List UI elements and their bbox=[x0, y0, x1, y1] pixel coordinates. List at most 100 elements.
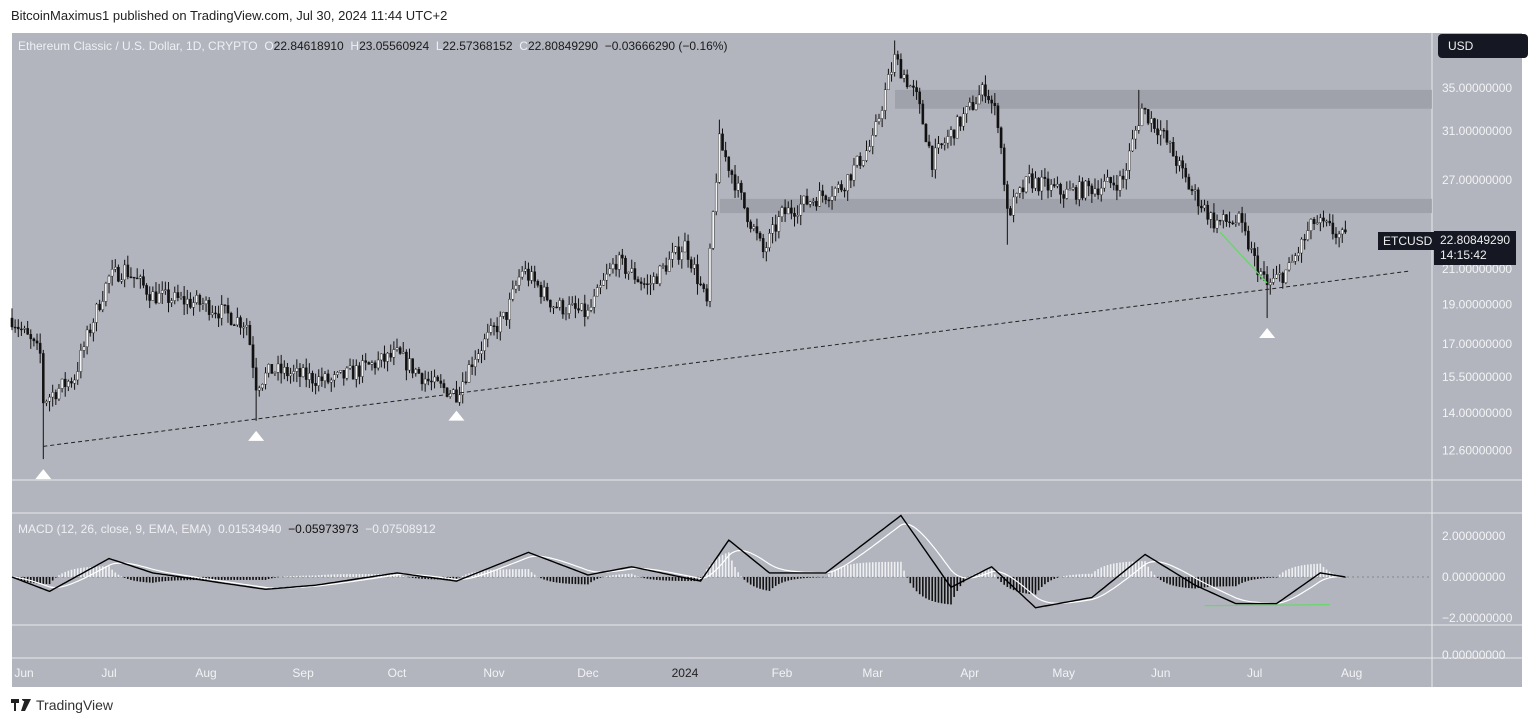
candle-body bbox=[837, 184, 840, 189]
candle-body bbox=[1121, 175, 1125, 180]
symbol-legend: Ethereum Classic / U.S. Dollar, 1D, CRYP… bbox=[18, 39, 727, 53]
candle-body bbox=[289, 373, 292, 377]
candle-body bbox=[652, 276, 655, 284]
candle-body bbox=[458, 394, 461, 403]
candle-body bbox=[968, 102, 972, 107]
candle-body bbox=[483, 338, 486, 351]
candle-body bbox=[905, 74, 909, 88]
candle-body bbox=[589, 307, 593, 311]
candle-body bbox=[505, 312, 508, 320]
candle-body bbox=[752, 226, 756, 229]
candle-body bbox=[308, 372, 311, 380]
candle-body bbox=[154, 291, 158, 304]
candle-body bbox=[1081, 181, 1084, 199]
candle-body bbox=[993, 102, 997, 106]
candle-body bbox=[1006, 184, 1009, 209]
candle-body bbox=[329, 379, 333, 383]
candle-body bbox=[411, 358, 414, 374]
candle-body bbox=[514, 285, 518, 290]
candle-body bbox=[10, 317, 14, 328]
candle-body bbox=[461, 381, 465, 396]
candle-body bbox=[552, 306, 555, 309]
candle-body bbox=[721, 133, 724, 151]
candle-body bbox=[51, 392, 54, 398]
candle-body bbox=[570, 303, 574, 305]
candle-body bbox=[668, 259, 671, 272]
candle-body bbox=[1043, 176, 1047, 179]
candle-body bbox=[686, 240, 690, 260]
candle-body bbox=[830, 196, 834, 201]
tradingview-logo[interactable]: TradingView bbox=[11, 697, 113, 713]
candle-body bbox=[1337, 233, 1341, 238]
candle-body bbox=[642, 283, 646, 285]
candle-body bbox=[999, 127, 1003, 149]
candle-body bbox=[758, 232, 762, 239]
price-tick-label: 14.00000000 bbox=[1442, 406, 1512, 420]
candle-body bbox=[811, 201, 815, 203]
last-price-tag: 22.80849290 14:15:42 bbox=[1434, 231, 1517, 265]
candle-body bbox=[1190, 189, 1194, 192]
candle-body bbox=[902, 74, 906, 79]
candle-body bbox=[1024, 176, 1028, 193]
candle-body bbox=[580, 303, 583, 311]
candle-body bbox=[921, 103, 925, 125]
candle-body bbox=[796, 215, 799, 217]
candle-body bbox=[671, 252, 674, 260]
candle-body bbox=[724, 150, 727, 158]
candle-body bbox=[1325, 220, 1328, 223]
time-tick-label: 2024 bbox=[672, 666, 699, 680]
candle-body bbox=[868, 146, 871, 151]
candle-body bbox=[527, 268, 530, 281]
candle-body bbox=[1237, 213, 1241, 224]
candle-body bbox=[793, 213, 796, 217]
low-value: 22.57368152 bbox=[442, 39, 513, 53]
candle-body bbox=[786, 207, 790, 215]
candle-body bbox=[627, 271, 630, 274]
candle-body bbox=[1087, 180, 1091, 187]
currency-button[interactable]: USD bbox=[1438, 34, 1528, 58]
candle-body bbox=[1015, 193, 1019, 198]
time-tick-label: Dec bbox=[577, 666, 598, 680]
candle-body bbox=[1206, 204, 1209, 220]
candle-body bbox=[545, 286, 549, 301]
candle-body bbox=[292, 371, 296, 375]
candle-body bbox=[398, 347, 402, 354]
candle-body bbox=[1165, 130, 1169, 143]
time-tick-label: Feb bbox=[772, 666, 793, 680]
candle-body bbox=[376, 359, 380, 369]
candle-body bbox=[818, 190, 821, 207]
candle-body bbox=[20, 328, 23, 331]
candle-body bbox=[270, 364, 274, 374]
candle-body bbox=[689, 259, 693, 269]
candle-body bbox=[1218, 219, 1222, 222]
candle-body bbox=[736, 182, 740, 191]
candle-body bbox=[696, 264, 699, 285]
candle-body bbox=[139, 276, 142, 279]
candle-body bbox=[502, 312, 505, 317]
candle-body bbox=[1287, 262, 1291, 271]
candle-body bbox=[912, 85, 915, 88]
candle-body bbox=[592, 295, 596, 308]
candle-body bbox=[586, 310, 590, 317]
candle-body bbox=[1128, 150, 1131, 171]
candle-body bbox=[48, 396, 51, 402]
candle-body bbox=[104, 283, 108, 302]
candle-body bbox=[940, 143, 943, 146]
macd-tick-label: 0.00000000 bbox=[1442, 570, 1506, 584]
candle-body bbox=[436, 376, 439, 382]
candle-body bbox=[711, 211, 715, 249]
candle-body bbox=[840, 184, 843, 191]
candle-body bbox=[267, 364, 270, 374]
candle-body bbox=[614, 263, 618, 270]
candle-body bbox=[1331, 222, 1335, 235]
candle-body bbox=[442, 383, 446, 389]
candle-body bbox=[226, 305, 230, 314]
candle-body bbox=[1309, 219, 1313, 231]
time-tick-label: Apr bbox=[960, 666, 979, 680]
candle-body bbox=[1181, 160, 1184, 169]
candle-body bbox=[952, 129, 956, 139]
candle-body bbox=[70, 381, 73, 384]
candle-body bbox=[314, 383, 317, 386]
candle-body bbox=[245, 325, 249, 328]
